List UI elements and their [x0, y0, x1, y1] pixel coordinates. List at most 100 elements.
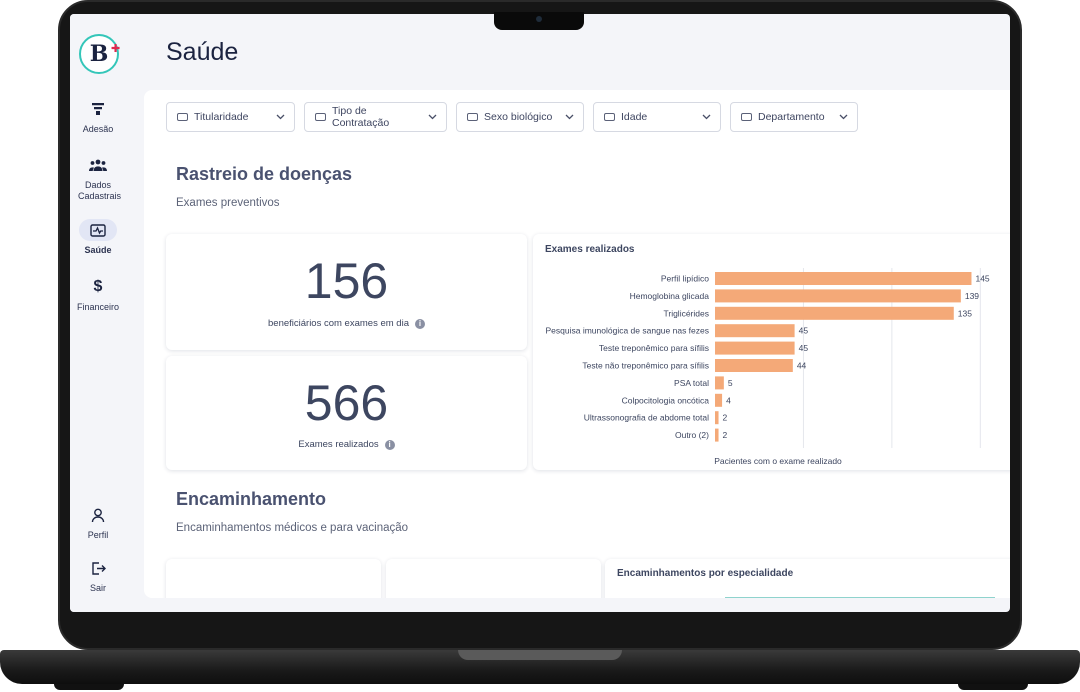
data-label: 145 — [975, 274, 989, 284]
camera-notch — [494, 12, 584, 30]
screen: B ✚ Adesão Dados Cadastrais Saúde $ Fina… — [70, 14, 1010, 612]
sidebar-item-financeiro[interactable]: $ Financeiro — [70, 276, 126, 313]
category-label: Ultrassonografia de abdome total — [584, 413, 709, 423]
data-label: 44 — [797, 361, 807, 371]
referral-chart-card: Encaminhamentos por especialidade — [605, 559, 1010, 598]
sidebar-item-dados-cadastrais[interactable]: Dados Cadastrais — [70, 154, 126, 202]
data-label: 2 — [723, 413, 728, 423]
sidebar-item-label: Sair — [89, 583, 106, 593]
kpi-card-exams: 566 Exames realizados i — [166, 356, 527, 470]
bar[interactable] — [715, 306, 954, 320]
chart-x-axis-label: Pacientes com o exame realizado — [714, 456, 842, 466]
sidebar-item-perfil[interactable]: Perfil — [70, 504, 126, 541]
bar[interactable] — [715, 428, 719, 442]
chevron-down-icon — [428, 114, 437, 120]
logo-plus-icon: ✚ — [111, 43, 121, 55]
bar[interactable] — [715, 376, 724, 390]
main-panel: Titularidade Tipo de Contratação Sexo bi… — [144, 90, 1010, 598]
tag-icon — [315, 113, 326, 121]
sidebar-item-label: Dados Cadastrais — [78, 180, 122, 201]
sidebar-item-label: Saúde — [84, 245, 112, 255]
bar[interactable] — [715, 393, 723, 407]
section-title-screening: Rastreio de doenças — [176, 164, 353, 184]
laptop-foot-left — [54, 684, 124, 690]
funnel-icon — [70, 98, 126, 120]
people-icon — [70, 154, 126, 176]
chevron-down-icon — [702, 114, 711, 120]
tag-icon — [604, 113, 615, 121]
category-label: PSA total — [674, 378, 709, 388]
data-label: 45 — [799, 343, 809, 353]
tag-icon — [177, 113, 188, 121]
sidebar-item-label: Financeiro — [76, 302, 120, 312]
bar[interactable] — [715, 359, 793, 372]
kpi-card-beneficiaries: 156 beneficiários com exames em dia i — [166, 234, 527, 350]
data-label: 4 — [726, 395, 731, 405]
data-label: 2 — [723, 430, 728, 440]
section-title-referrals: Encaminhamento — [176, 489, 327, 509]
category-label: Teste não treponêmico para sífilis — [582, 361, 709, 371]
chart-title: Encaminhamentos por especialidade — [617, 568, 794, 579]
category-label: Hemoglobina glicada — [630, 291, 710, 301]
logo[interactable]: B ✚ — [79, 34, 121, 74]
exams-bar-chart: Perfil lipídico 145 Hemoglobina glicada 139… — [546, 268, 990, 448]
bar[interactable] — [715, 411, 719, 425]
bar[interactable] — [715, 341, 795, 355]
tag-icon — [467, 113, 478, 121]
sidebar-item-adesao[interactable]: Adesão — [70, 98, 126, 135]
bar[interactable] — [715, 272, 972, 285]
logo-letter: B — [89, 41, 109, 67]
kpi-value: 566 — [304, 375, 389, 431]
dollar-icon: $ — [93, 278, 103, 295]
category-label: Perfil lipídico — [661, 274, 709, 284]
category-label: Triglicérides — [663, 308, 709, 318]
chart-title: Exames realizados — [545, 244, 635, 255]
exams-chart-card: Exames realizados Perfil lipídico 145 Hemo… — [533, 234, 1010, 470]
laptop-foot-right — [958, 684, 1028, 690]
bar[interactable] — [715, 289, 961, 303]
info-icon[interactable]: i — [384, 439, 395, 450]
filter-idade[interactable]: Idade — [593, 102, 721, 132]
bar[interactable] — [715, 324, 795, 338]
user-icon — [70, 504, 126, 526]
category-label: Outro (2) — [675, 430, 709, 440]
sidebar-item-saude[interactable]: Saúde — [70, 219, 126, 256]
kpi-value: 156 — [304, 253, 389, 309]
referral-chart-bar — [725, 597, 995, 598]
sidebar-item-sair[interactable]: Sair — [70, 557, 126, 594]
section-subtitle-screening: Exames preventivos — [176, 197, 280, 209]
info-icon[interactable]: i — [414, 318, 425, 329]
filter-label: Idade — [621, 111, 648, 123]
chevron-down-icon — [839, 114, 848, 120]
filter-label: Departamento — [758, 111, 825, 123]
filter-label: Titularidade — [194, 111, 249, 123]
kpi-caption: Exames realizados — [298, 439, 379, 450]
logout-icon — [70, 557, 126, 579]
kpi-caption: beneficiários com exames em dia — [268, 318, 409, 329]
referral-card-1 — [166, 559, 381, 598]
tag-icon — [741, 113, 752, 121]
sidebar-item-label: Perfil — [87, 530, 109, 540]
sidebar: B ✚ Adesão Dados Cadastrais Saúde $ Fina… — [70, 14, 126, 612]
data-label: 135 — [958, 308, 972, 318]
laptop-base-groove — [458, 650, 622, 660]
filter-titularidade[interactable]: Titularidade — [166, 102, 295, 132]
health-monitor-icon — [79, 219, 117, 241]
section-subtitle-referrals: Encaminhamentos médicos e para vacinação — [176, 522, 409, 534]
filter-departamento[interactable]: Departamento — [730, 102, 858, 132]
data-label: 139 — [965, 291, 979, 301]
data-label: 5 — [728, 378, 733, 388]
chevron-down-icon — [276, 114, 285, 120]
data-label: 45 — [799, 326, 809, 336]
referral-card-2 — [386, 559, 601, 598]
category-label: Colpocitologia oncótica — [622, 395, 710, 405]
kpi-caption-row: beneficiários com exames em dia i — [166, 318, 527, 329]
filter-label: Tipo de Contratação — [332, 105, 390, 129]
filter-label: Sexo biológico — [484, 111, 553, 123]
filter-sexo-biologico[interactable]: Sexo biológico — [456, 102, 584, 132]
filter-bar: Titularidade Tipo de Contratação Sexo bi… — [166, 102, 858, 132]
kpi-caption-row: Exames realizados i — [166, 439, 527, 450]
page-title: Saúde — [166, 38, 239, 66]
category-label: Pesquisa imunológica de sangue nas fezes — [546, 326, 710, 336]
filter-tipo-contratacao[interactable]: Tipo de Contratação — [304, 102, 447, 132]
